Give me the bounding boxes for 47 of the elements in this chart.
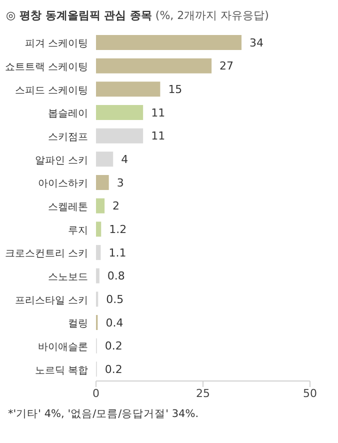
y-tick-label: 바이애슬론 [38,342,88,353]
y-tick-label: 루지 [68,225,88,236]
bar [96,58,212,74]
bar [96,198,105,214]
y-tick-label: 피겨 스케이팅 [24,38,88,50]
data-label: 0.2 [104,340,122,353]
data-label: 3 [116,176,124,190]
data-label: 34 [250,36,264,50]
bar [96,152,114,167]
data-label: 0.5 [106,293,124,306]
data-label: 11 [151,130,166,143]
x-tick-label: 0 [92,386,100,400]
y-tick-label: 쇼트트랙 스케이팅 [4,62,88,73]
data-label: 2 [112,200,120,213]
y-tick-label: 프리스타일 스키 [14,295,88,306]
data-label: 15 [168,83,182,96]
bar [96,268,100,284]
data-label: 11 [151,106,166,120]
y-tick-label: 스켈레톤 [48,202,88,213]
text: *'기타' 4%, '없음/모름/응답거절' 34%. [7,407,200,421]
y-tick-label: 스키점프 [48,132,88,143]
y-tick-label: 아이스하키 [38,178,88,190]
data-label: 0.4 [106,316,124,330]
bar [96,105,144,120]
y-tick-label: 스피드 스케이팅 [14,85,88,96]
chart-title: ◎ 평창 동계올림픽 관심 종목 [6,9,152,22]
y-tick-label: 노르딕 복합 [34,365,88,376]
bar [96,175,109,190]
data-label: 0.2 [104,363,122,376]
chart-subtitle: (%, 2개까지 자유응답) [155,9,269,22]
x-tick-label: 25 [196,386,210,400]
bar [96,35,242,50]
y-tick-label: 스노보드 [48,272,88,283]
y-tick-label: 컬링 [68,318,88,330]
y-tick-label: 알파인 스키 [34,155,88,166]
data-label: 1.2 [109,223,127,236]
bar [96,222,102,237]
x-tick-label: 50 [303,386,317,400]
y-tick-label: 봅슬레이 [48,108,88,120]
bar [96,245,101,260]
data-label: 1.1 [108,246,126,260]
bar [96,82,160,97]
bar [96,128,144,144]
y-tick-label: 크로스컨트리 스키 [4,248,88,260]
data-label: 4 [121,153,128,166]
data-label: 0.8 [107,270,125,283]
data-label: 27 [220,60,234,73]
